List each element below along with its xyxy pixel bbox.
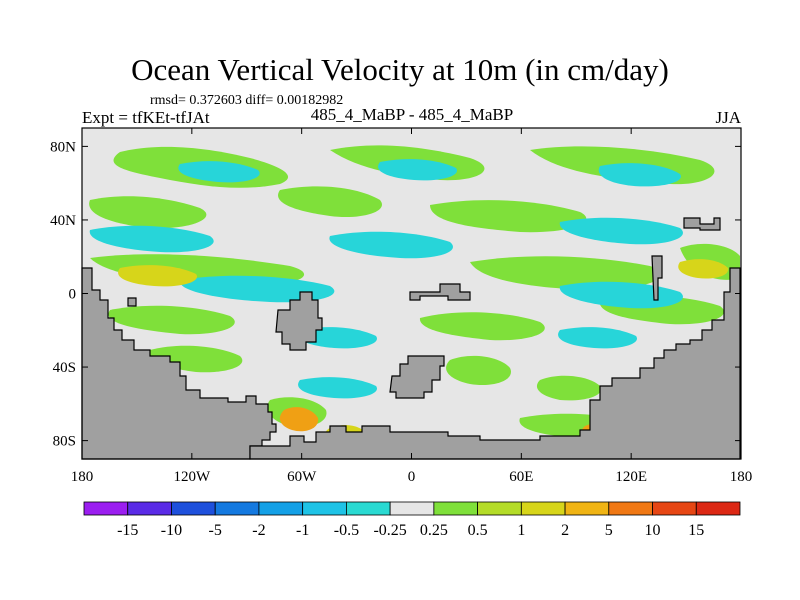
experiment-label: Expt = tfKEt-tfJAt <box>82 108 210 127</box>
y-tick-label: 80N <box>50 139 76 155</box>
land-antarctica <box>249 267 741 460</box>
x-tick-label: 0 <box>408 469 416 485</box>
anomaly-cyan <box>298 327 377 349</box>
y-tick-label: 40N <box>50 213 76 229</box>
colorbar-swatch <box>520 501 566 516</box>
colorbar: -15 -10 -5 -2 -1 -0.5 -0.25 0.25 0.5 1 2 5 10 15 <box>83 501 741 539</box>
anomaly-cyan <box>378 159 457 181</box>
colorbar-swatch <box>345 501 391 516</box>
season-label: JJA <box>715 108 741 127</box>
x-tick-label: 60W <box>287 469 317 485</box>
colorbar-label: -1 <box>296 522 309 539</box>
colorbar-swatch <box>652 501 697 516</box>
anomaly-yellow <box>678 259 729 279</box>
chart-title: Ocean Vertical Velocity at 10m (in cm/da… <box>131 52 669 87</box>
center-label: 485_4_MaBP - 485_4_MaBP <box>310 105 514 124</box>
colorbar-swatch <box>433 501 479 516</box>
colorbar-swatch <box>564 501 610 516</box>
colorbar-swatch <box>695 501 741 516</box>
y-tick-label: 80S <box>53 434 76 450</box>
colorbar-label: 10 <box>645 522 661 539</box>
anomaly-green <box>89 196 207 229</box>
anomaly-cyan <box>89 225 214 253</box>
anomaly-cyan <box>179 275 335 303</box>
anomaly-green <box>419 312 545 341</box>
anomaly-cyan <box>178 161 260 183</box>
colorbar-swatch <box>258 501 304 516</box>
colorbar-label: -0.25 <box>373 522 406 539</box>
land-africa <box>275 291 323 351</box>
map-plot-area <box>81 127 742 460</box>
colorbar-swatch <box>83 501 129 516</box>
anomaly-cyan <box>298 377 377 399</box>
colorbar-label: -2 <box>252 522 265 539</box>
x-tick-label: 120E <box>615 469 647 485</box>
land-island <box>683 217 721 231</box>
anomaly-yellow <box>118 265 197 287</box>
colorbar-swatch <box>171 501 216 516</box>
y-tick-label: 40S <box>53 360 76 376</box>
axes: 180 120W 60W 0 60E 120E 180 80N 40N 0 40S 80S <box>50 128 752 485</box>
land-island <box>651 255 663 301</box>
colorbar-label: 5 <box>605 522 613 539</box>
stats-text: rmsd= 0.372603 diff= 0.00182982 <box>150 93 344 108</box>
anomaly-orange <box>279 407 319 432</box>
colorbar-label: -5 <box>209 522 222 539</box>
anomaly-cyan <box>559 281 683 309</box>
colorbar-swatch <box>608 501 653 516</box>
colorbar-label: 0.25 <box>420 522 448 539</box>
anomaly-cyan <box>329 231 453 259</box>
x-tick-label: 180 <box>730 469 753 485</box>
anomaly-green <box>430 200 587 233</box>
anomaly-green <box>536 375 601 401</box>
colorbar-label: -15 <box>117 522 138 539</box>
anomaly-cyan <box>559 217 683 245</box>
anomaly-green <box>470 256 662 290</box>
colorbar-label: -10 <box>161 522 182 539</box>
anomaly-cyan <box>598 163 681 187</box>
colorbar-label: 0.5 <box>468 522 488 539</box>
anomaly-contours <box>89 145 740 444</box>
colorbar-label: 1 <box>517 522 525 539</box>
colorbar-swatch <box>302 501 347 516</box>
anomaly-green <box>446 355 511 386</box>
x-tick-label: 60E <box>509 469 533 485</box>
land-island <box>127 297 137 307</box>
colorbar-swatch <box>127 501 172 516</box>
anomaly-cyan <box>558 327 637 349</box>
x-tick-label: 180 <box>71 469 94 485</box>
x-tick-label: 120W <box>173 469 211 485</box>
colorbar-swatch <box>477 501 522 516</box>
colorbar-label: 15 <box>688 522 704 539</box>
land-americas <box>81 267 277 460</box>
land-masses <box>81 217 741 460</box>
y-tick-label: 0 <box>69 287 77 303</box>
anomaly-green <box>278 186 382 218</box>
colorbar-swatch <box>389 501 435 516</box>
colorbar-label: 2 <box>561 522 569 539</box>
colorbar-label: -0.5 <box>334 522 359 539</box>
land-australia <box>389 355 445 399</box>
anomaly-green <box>108 305 235 335</box>
colorbar-swatch <box>214 501 260 516</box>
land-eurasia <box>409 283 471 301</box>
